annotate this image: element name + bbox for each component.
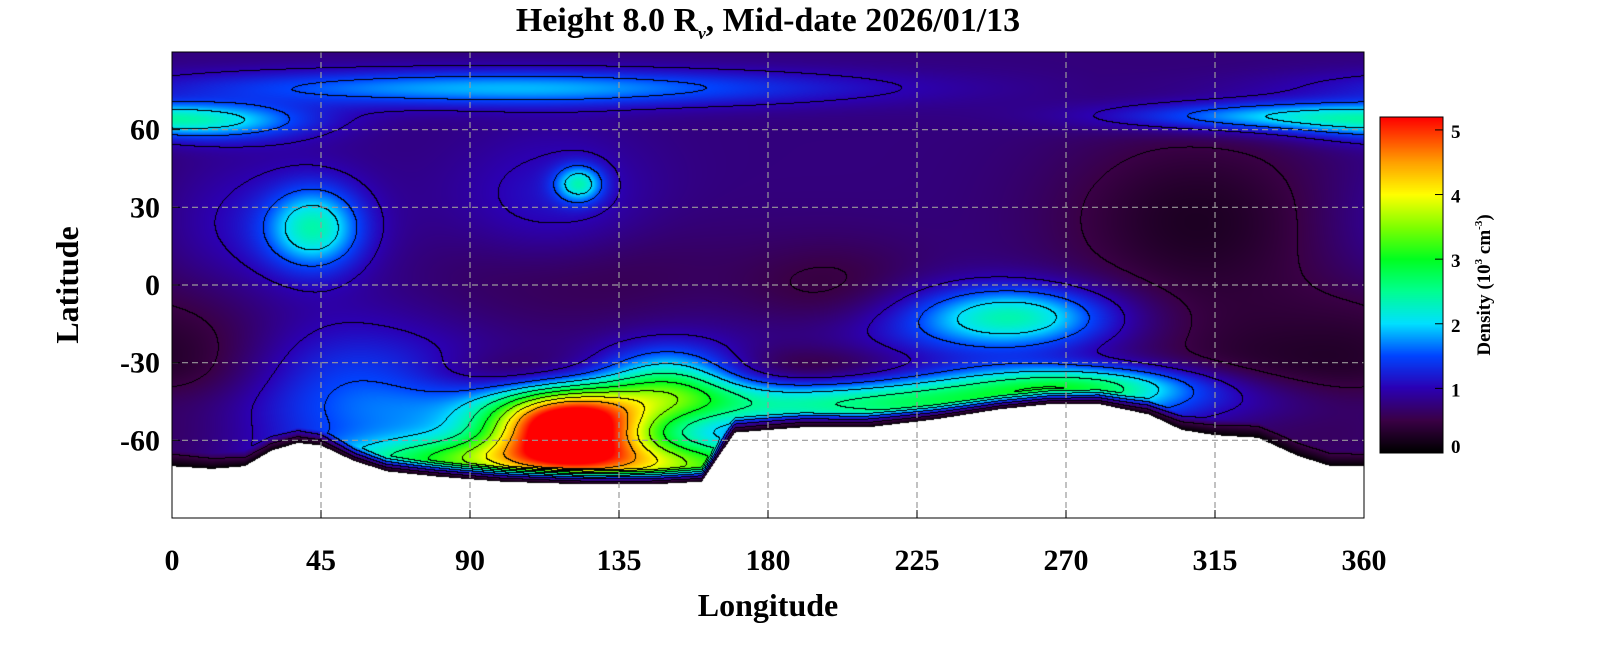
- x-tick-label: 360: [1342, 544, 1387, 577]
- colorbar-tick-label: 4: [1451, 187, 1461, 208]
- colorbar-frame: [1379, 116, 1444, 454]
- colorbar-label: Density (103 cm-3): [1473, 214, 1495, 355]
- y-tick-label: -30: [120, 347, 160, 380]
- chart-title: Height 8.0 Rv, Mid-date 2026/01/13: [516, 2, 1020, 43]
- y-axis-label: Latitude: [49, 226, 85, 343]
- plot-area: [171, 51, 1365, 519]
- colorbar: 0 1 2 3 4 5 Density (103 cm-3): [1379, 116, 1495, 458]
- x-tick-label: 315: [1193, 544, 1238, 577]
- grid: [172, 52, 1364, 518]
- y-tick-label: 60: [130, 114, 160, 147]
- y-tick-label: 30: [130, 191, 160, 224]
- x-axis: 0 45 90 135 180 225 270 315 360: [165, 510, 1387, 577]
- colorbar-tick-label: 3: [1451, 251, 1461, 272]
- colorbar-tick-label: 5: [1451, 122, 1461, 143]
- y-tick-label: -60: [120, 424, 160, 457]
- colorbar-gradient: [1380, 117, 1443, 453]
- colorbar-tick-label: 2: [1451, 316, 1461, 337]
- y-tick-label: 0: [145, 269, 160, 302]
- x-tick-label: 135: [597, 544, 642, 577]
- colorbar-ticks: 0 1 2 3 4 5: [1435, 122, 1461, 458]
- colorbar-tick-label: 1: [1451, 380, 1461, 401]
- x-tick-label: 270: [1044, 544, 1089, 577]
- x-tick-label: 45: [306, 544, 336, 577]
- x-tick-label: 180: [746, 544, 791, 577]
- colorbar-tick-label: 0: [1451, 437, 1461, 458]
- x-tick-label: 225: [895, 544, 940, 577]
- x-axis-label: Longitude: [698, 587, 838, 623]
- x-tick-label: 0: [165, 544, 180, 577]
- x-tick-label: 90: [455, 544, 485, 577]
- y-axis: 60 30 0 -30 -60: [120, 114, 180, 457]
